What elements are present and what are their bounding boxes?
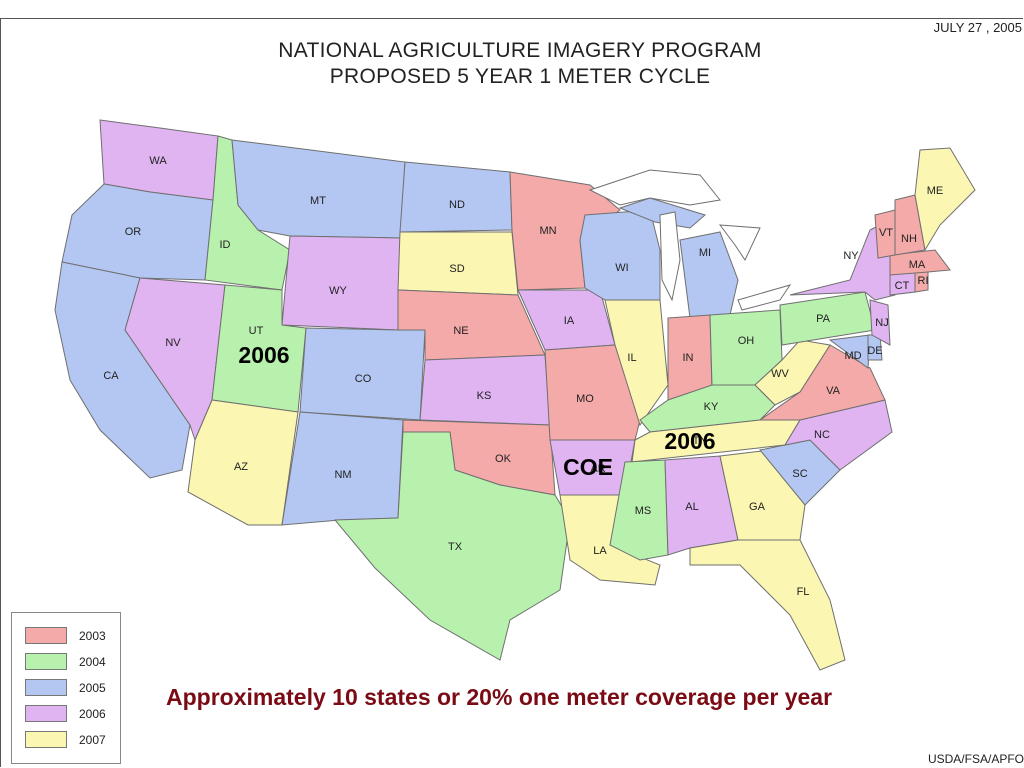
state-il[interactable] xyxy=(604,299,669,427)
state-label-wv: WV xyxy=(771,368,789,380)
state-label-oh: OH xyxy=(738,335,755,347)
state-label-ne: NE xyxy=(453,325,468,337)
legend-swatch xyxy=(25,627,67,644)
state-label-mi: MI xyxy=(699,247,711,259)
state-label-ms: MS xyxy=(635,505,652,517)
state-label-me: ME xyxy=(927,185,944,197)
state-label-nm: NM xyxy=(334,469,351,481)
state-label-mt: MT xyxy=(310,195,326,207)
state-or[interactable] xyxy=(61,183,214,281)
state-label-tx: TX xyxy=(448,541,463,553)
coverage-caption: Approximately 10 states or 20% one meter… xyxy=(166,684,833,710)
state-label-il: IL xyxy=(627,352,636,364)
annotation-coe: COE xyxy=(563,454,613,480)
state-label-nj: NJ xyxy=(875,317,888,329)
legend-label: 2003 xyxy=(79,629,106,643)
legend-swatch xyxy=(25,705,67,722)
state-label-ks: KS xyxy=(477,390,492,402)
legend-label: 2004 xyxy=(79,655,106,669)
state-labels: WA OR CA ID NV MT WY UT AZ CO NM ND SD NE KS OK TX MN IA MO… xyxy=(103,155,943,598)
state-label-az: AZ xyxy=(234,461,248,473)
state-label-nh: NH xyxy=(901,233,917,245)
lake-erie xyxy=(737,284,792,311)
title-line-2: PROPOSED 5 YEAR 1 METER CYCLE xyxy=(329,65,711,88)
state-label-tn: TN xyxy=(693,435,708,447)
lake-michigan xyxy=(659,211,681,302)
legend-label: 2007 xyxy=(79,733,106,747)
state-label-md: MD xyxy=(844,350,861,362)
map-frame xyxy=(0,18,1023,767)
state-ma[interactable] xyxy=(889,249,951,276)
state-label-al: AL xyxy=(685,501,698,513)
state-label-mn: MN xyxy=(539,225,556,237)
state-label-nc: NC xyxy=(814,429,830,441)
map-title: NATIONAL AGRICULTURE IMAGERY PROGRAM PRO… xyxy=(0,38,1024,90)
credit-label: USDA/FSA/APFO xyxy=(927,752,1024,766)
state-label-wi: WI xyxy=(615,262,628,274)
lake-superior xyxy=(588,169,721,206)
state-wi[interactable] xyxy=(579,209,661,301)
title-line-1: NATIONAL AGRICULTURE IMAGERY PROGRAM xyxy=(278,39,762,62)
state-label-ok: OK xyxy=(495,453,512,465)
legend-swatch xyxy=(25,731,67,748)
lake-huron xyxy=(718,224,761,262)
legend-label: 2006 xyxy=(79,707,106,721)
date-label: JULY 27 , 2005 xyxy=(933,20,1022,35)
state-label-wy: WY xyxy=(329,285,347,297)
state-label-ct: CT xyxy=(895,280,910,292)
state-label-nd: ND xyxy=(449,199,465,211)
state-label-pa: PA xyxy=(816,313,831,325)
state-label-ut: UT xyxy=(249,325,264,337)
map-legend: 2003 2004 2005 2006 2007 xyxy=(11,612,121,764)
legend-swatch xyxy=(25,679,67,696)
state-label-la: LA xyxy=(593,545,607,557)
annotation-2006-tennessee: 2006 xyxy=(664,428,715,454)
legend-label: 2005 xyxy=(79,681,106,695)
state-mo[interactable] xyxy=(544,344,641,441)
map-annotations: 2006 2006 COE xyxy=(238,342,715,480)
state-label-sd: SD xyxy=(449,263,464,275)
state-label-nv: NV xyxy=(165,337,181,349)
state-nj[interactable] xyxy=(869,299,891,346)
state-wy[interactable] xyxy=(281,235,401,331)
state-shapes xyxy=(54,119,976,671)
state-label-or: OR xyxy=(125,226,142,238)
annotation-2006-west: 2006 xyxy=(238,342,289,368)
state-label-fl: FL xyxy=(797,586,810,598)
state-label-wa: WA xyxy=(149,155,167,167)
state-az[interactable] xyxy=(187,399,299,526)
state-label-ga: GA xyxy=(749,501,766,513)
state-me[interactable] xyxy=(914,147,976,252)
state-label-co: CO xyxy=(355,373,372,385)
state-label-va: VA xyxy=(826,385,841,397)
state-label-mo: MO xyxy=(576,393,594,405)
state-nd[interactable] xyxy=(399,161,513,233)
state-label-ri: RI xyxy=(918,275,929,287)
state-label-vt: VT xyxy=(879,227,893,239)
state-mt[interactable] xyxy=(231,139,406,239)
state-label-ky: KY xyxy=(704,401,719,413)
state-label-ar: AR xyxy=(590,463,605,475)
state-ms[interactable] xyxy=(609,459,669,561)
state-mi[interactable] xyxy=(679,231,739,319)
legend-swatch xyxy=(25,653,67,670)
great-lakes xyxy=(588,169,792,311)
state-tx[interactable] xyxy=(333,431,571,661)
state-co[interactable] xyxy=(299,327,426,421)
state-label-ny: NY xyxy=(843,250,859,262)
state-wv[interactable] xyxy=(754,339,831,406)
state-label-sc: SC xyxy=(792,468,807,480)
state-label-ca: CA xyxy=(103,370,119,382)
state-label-id: ID xyxy=(220,239,231,251)
state-label-de: DE xyxy=(867,345,882,357)
state-label-in: IN xyxy=(683,352,694,364)
state-label-ma: MA xyxy=(909,259,926,271)
state-label-ia: IA xyxy=(564,315,575,327)
state-fl[interactable] xyxy=(689,539,846,671)
